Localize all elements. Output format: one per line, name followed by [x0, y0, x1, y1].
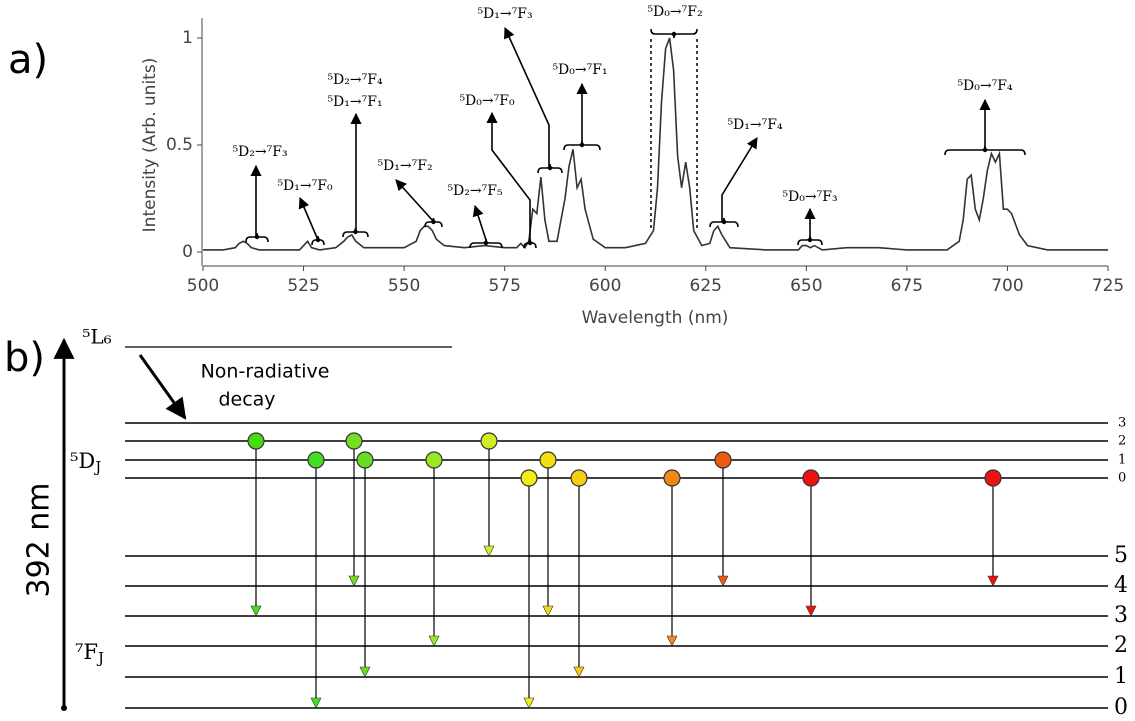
level-label: 3	[1114, 603, 1128, 628]
transition-start	[539, 451, 557, 469]
annotation-arrow	[472, 204, 488, 244]
transition-head	[523, 697, 535, 709]
annotation: ⁵D₀→⁷F₀	[459, 93, 515, 109]
annotation: ⁵D₁→⁷F₄	[727, 117, 783, 133]
annotation: ⁵D₀→⁷F₂	[647, 4, 702, 20]
annotation: ⁵D₀→⁷F₁	[552, 62, 607, 78]
y-tick-label: 0	[182, 242, 193, 262]
transition-start	[480, 432, 498, 450]
x-tick-label: 600	[589, 276, 621, 296]
spectrum-line	[203, 37, 1108, 251]
y-tick-label: 1	[182, 28, 193, 48]
transition-start	[356, 451, 374, 469]
level-label: 1	[1118, 453, 1126, 468]
transition-head	[483, 545, 495, 557]
x-tick-label: 725	[1092, 276, 1124, 296]
transition-head	[666, 635, 678, 647]
term-label: ⁷FJ	[75, 640, 104, 668]
term: ⁷F	[75, 640, 98, 664]
annotation-arrow	[298, 196, 319, 241]
transition-start	[570, 469, 588, 487]
y-tick-label: 0.5	[166, 135, 193, 155]
decay-label: decay	[218, 389, 275, 411]
transition-start	[425, 451, 443, 469]
term-sub: J	[93, 458, 101, 476]
annotation: ⁵D₂→⁷F₃	[232, 144, 287, 160]
level-label: 0	[1118, 471, 1126, 486]
decay-label: Non-radiative	[201, 361, 330, 383]
panel-label: b)	[4, 335, 45, 381]
decay-arrow	[138, 354, 187, 420]
term-label: ⁵DJ	[70, 449, 101, 477]
annotation-arrow	[486, 111, 531, 243]
level-label: 3	[1118, 416, 1126, 431]
annotation: ⁵D₁→⁷F₀	[277, 178, 333, 194]
y-axis-label: Intensity (Arb. units)	[140, 58, 160, 233]
annotation: ⁵D₂→⁷F₄	[327, 72, 383, 88]
level-label: 4	[1114, 573, 1128, 598]
transition-start	[520, 469, 538, 487]
annotation-arrow	[504, 26, 550, 168]
term-sub: J	[96, 649, 104, 667]
bracket	[537, 163, 563, 174]
transition-head	[428, 635, 440, 647]
annotation: ⁵D₁→⁷F₂	[377, 158, 432, 174]
transition-head	[573, 666, 585, 678]
annotation: ⁵D₀→⁷F₃	[782, 189, 837, 205]
transition-start	[247, 432, 265, 450]
term: ⁵D	[70, 449, 95, 473]
transition-start	[345, 432, 363, 450]
transition-start	[307, 451, 325, 469]
bracket	[650, 28, 698, 39]
level-label: 2	[1114, 633, 1128, 658]
x-tick-label: 500	[187, 276, 219, 296]
annotation-arrow	[395, 179, 435, 223]
annotation: ⁵D₂→⁷F₅	[447, 183, 503, 199]
transition-start	[802, 469, 820, 487]
bracket-dot	[671, 31, 677, 37]
transition-head	[250, 605, 262, 617]
transition-head	[359, 666, 371, 678]
excitation-label: 392 nm	[22, 482, 57, 597]
bracket	[424, 217, 443, 228]
x-axis-label: Wavelength (nm)	[582, 308, 729, 328]
level-label: 5	[1114, 543, 1128, 568]
transition-head	[542, 605, 554, 617]
transition-start	[714, 451, 732, 469]
x-tick-label: 575	[488, 276, 520, 296]
x-tick-label: 700	[991, 276, 1023, 296]
x-tick-label: 550	[388, 276, 420, 296]
level-label: 1	[1114, 664, 1128, 689]
annotation: ⁵D₁→⁷F₃	[477, 6, 532, 22]
transition-head	[717, 575, 729, 587]
bracket	[709, 217, 739, 228]
bracket	[311, 235, 325, 246]
transition-start	[663, 469, 681, 487]
arrow-tail	[61, 705, 67, 711]
x-tick-label: 625	[690, 276, 722, 296]
annotation: ⁵D₁→⁷F₁	[327, 94, 382, 110]
level-label: ⁵L₆	[82, 325, 111, 349]
bracket	[245, 232, 269, 243]
level-label: 0	[1114, 695, 1128, 720]
transition-head	[805, 605, 817, 617]
panel-label: a)	[8, 37, 48, 83]
x-tick-label: 525	[287, 276, 319, 296]
annotation: ⁵D₀→⁷F₄	[957, 78, 1013, 94]
transition-head	[310, 697, 322, 709]
level-label: 2	[1118, 434, 1126, 449]
x-tick-label: 650	[790, 276, 822, 296]
transition-head	[987, 575, 999, 587]
transition-start	[984, 469, 1002, 487]
bracket-dot	[721, 219, 727, 225]
annotation-arrow	[721, 137, 758, 222]
x-tick-label: 675	[891, 276, 923, 296]
transition-head	[348, 575, 360, 587]
